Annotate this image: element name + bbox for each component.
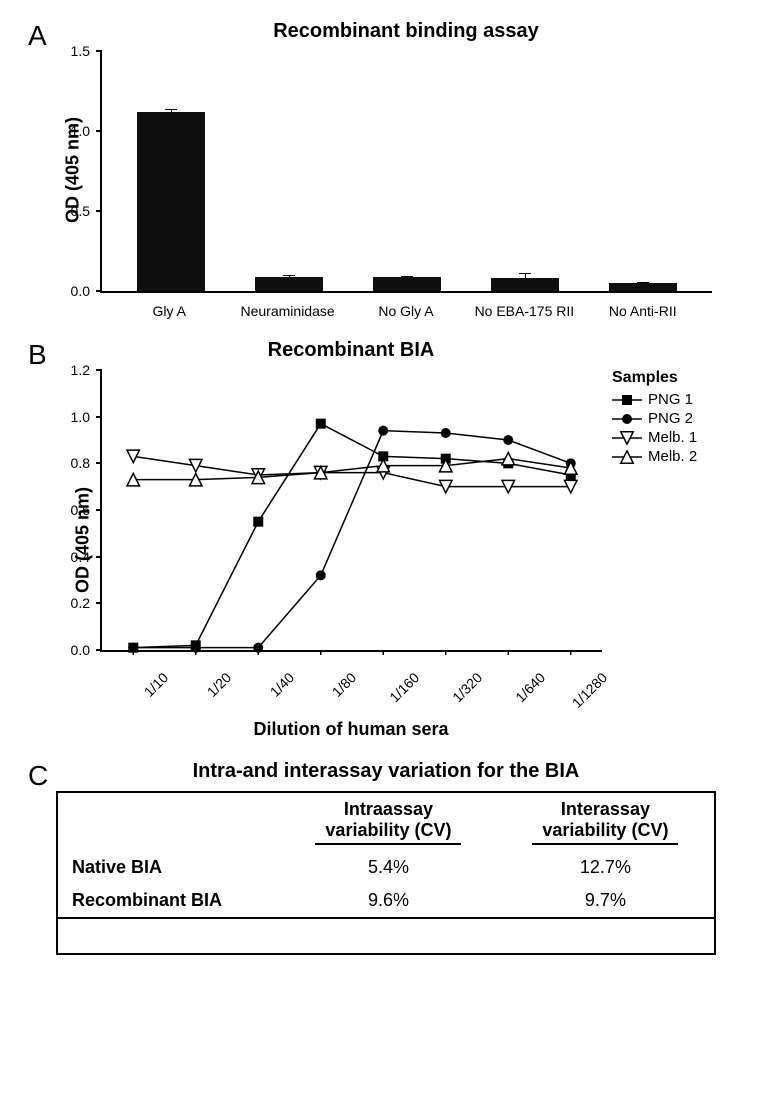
- row-inter: 12.7%: [497, 851, 715, 884]
- panel-c: C Intra-and interassay variation for the…: [20, 760, 752, 955]
- legend-label: Melb. 1: [648, 429, 697, 446]
- chart-b-ytick: 0.8: [71, 455, 102, 471]
- chart-b-marker: [191, 643, 201, 653]
- chart-b-xlabel: Dilution of human sera: [100, 719, 602, 740]
- panel-a-label: A: [28, 20, 47, 52]
- chart-b-marker: [316, 419, 326, 429]
- chart-b-marker: [253, 643, 263, 653]
- legend-label: Melb. 2: [648, 448, 697, 465]
- col-intra-l1: Intraassay: [294, 799, 483, 820]
- chart-b-marker: [378, 426, 388, 436]
- chart-b-legend: Samples PNG 1 PNG 2 Melb. 1 Melb. 2: [602, 339, 752, 740]
- col-inter-l1: Interassay: [511, 799, 700, 820]
- chart-b-ytick: 0.0: [71, 642, 102, 658]
- legend-marker: [612, 393, 642, 407]
- chart-a: Recombinant binding assay OD (405 nm) 0.…: [100, 20, 712, 319]
- chart-a-xlabel: Neuraminidase: [234, 303, 341, 319]
- row-intra: 9.6%: [280, 884, 497, 918]
- col-inter: Interassay variability (CV): [497, 792, 715, 851]
- legend-marker: [612, 412, 642, 426]
- legend-label: PNG 1: [648, 391, 693, 408]
- chart-a-xlabel: Gly A: [116, 303, 223, 319]
- chart-b-ytick: 1.2: [71, 362, 102, 378]
- chart-b-xtick: 1/320: [429, 669, 485, 725]
- panel-a: A Recombinant binding assay OD (405 nm) …: [20, 20, 752, 319]
- chart-b-marker: [441, 428, 451, 438]
- panel-b: B Recombinant BIA OD (405 nm) 0.00.20.40…: [20, 339, 752, 740]
- legend-title: Samples: [612, 369, 752, 387]
- col-empty: [57, 792, 280, 851]
- chart-a-xlabel: No Anti-RII: [589, 303, 696, 319]
- chart-a-ytick: 0.5: [71, 203, 102, 219]
- chart-a-ytick: 0.0: [71, 283, 102, 299]
- row-inter: 9.7%: [497, 884, 715, 918]
- legend-marker: [612, 450, 642, 464]
- legend-marker: [612, 431, 642, 445]
- panel-c-label: C: [28, 760, 48, 792]
- panel-c-title: Intra-and interassay variation for the B…: [20, 760, 752, 783]
- col-intra-l2: variability (CV): [315, 820, 461, 845]
- chart-b-marker: [316, 570, 326, 580]
- chart-b-xtick: 1/20: [178, 669, 234, 725]
- row-label: Native BIA: [57, 851, 280, 884]
- chart-b-marker: [503, 435, 513, 445]
- chart-b-xtick: 1/640: [492, 669, 548, 725]
- chart-b-ytick: 1.0: [71, 409, 102, 425]
- chart-b-title: Recombinant BIA: [100, 339, 602, 362]
- legend-item: PNG 2: [612, 410, 752, 427]
- chart-b-xtick: 1/160: [367, 669, 423, 725]
- panel-b-label: B: [28, 339, 47, 371]
- variation-table: Intraassay variability (CV) Interassay v…: [56, 791, 716, 955]
- row-intra: 5.4%: [280, 851, 497, 884]
- chart-a-ytick: 1.5: [71, 43, 102, 59]
- table-row: Recombinant BIA9.6%9.7%: [57, 884, 715, 918]
- chart-b-xtick: 1/10: [116, 669, 172, 725]
- legend-item: Melb. 1: [612, 429, 752, 446]
- chart-b-xtick: 1/40: [241, 669, 297, 725]
- chart-a-bar: [609, 283, 677, 291]
- legend-item: Melb. 2: [612, 448, 752, 465]
- chart-a-xlabel: No EBA-175 RII: [471, 303, 578, 319]
- legend-item: PNG 1: [612, 391, 752, 408]
- chart-b-ytick: 0.2: [71, 595, 102, 611]
- row-label: Recombinant BIA: [57, 884, 280, 918]
- chart-a-bar: [491, 278, 559, 291]
- chart-b-marker: [128, 643, 138, 653]
- col-inter-l2: variability (CV): [532, 820, 678, 845]
- table-row: Native BIA5.4%12.7%: [57, 851, 715, 884]
- chart-a-bar: [373, 277, 441, 291]
- chart-b-marker: [253, 517, 263, 527]
- chart-a-ytick: 1.0: [71, 123, 102, 139]
- legend-label: PNG 2: [648, 410, 693, 427]
- chart-a-title: Recombinant binding assay: [100, 20, 712, 43]
- chart-a-bar: [255, 277, 323, 291]
- chart-b-ytick: 0.6: [71, 502, 102, 518]
- chart-b-ytick: 0.4: [71, 549, 102, 565]
- col-intra: Intraassay variability (CV): [280, 792, 497, 851]
- chart-a-xlabel: No Gly A: [353, 303, 460, 319]
- chart-b-xtick: 1/80: [304, 669, 360, 725]
- chart-a-bar: [137, 112, 205, 291]
- chart-b: Recombinant BIA OD (405 nm) 0.00.20.40.6…: [100, 339, 602, 740]
